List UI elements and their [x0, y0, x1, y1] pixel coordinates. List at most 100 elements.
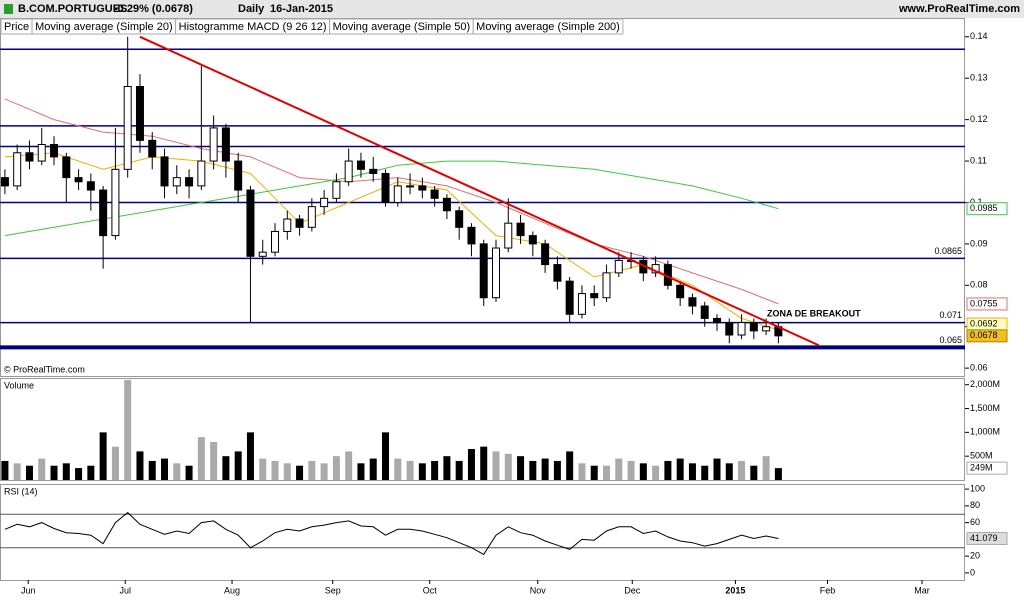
moving-average	[4, 160, 779, 237]
y-tick-label: 1,000M	[970, 427, 1000, 437]
y-tick-label: 80	[970, 500, 980, 510]
candle-body	[455, 210, 464, 228]
x-tick-label: Mar	[914, 585, 930, 595]
candle-body	[369, 168, 378, 174]
annotation: ZONA DE BREAKOUT	[767, 308, 861, 318]
volume-bar	[75, 468, 83, 480]
legend-label: Moving average (Simple 50)	[333, 21, 471, 33]
volume-bar	[455, 460, 463, 480]
volume-bar	[296, 465, 304, 480]
volume-bar	[590, 465, 598, 480]
candle-body	[492, 247, 501, 299]
volume-bar	[136, 451, 144, 480]
volume-bar	[480, 446, 488, 480]
header-bar	[0, 0, 1024, 18]
candle-body	[37, 143, 46, 162]
volume-bar	[369, 458, 377, 480]
value-tag-box	[966, 329, 1008, 343]
volume-bar	[406, 460, 414, 480]
value-tag-box	[966, 297, 1008, 311]
y-tick-label: 2,000M	[970, 379, 1000, 389]
x-tick-label: Jun	[21, 585, 36, 595]
candle-body	[271, 230, 280, 253]
volume-bar	[639, 463, 647, 480]
volume-bar	[62, 463, 70, 480]
panel-label: Volume	[4, 380, 34, 390]
candle-body	[172, 177, 181, 187]
candle-body	[541, 243, 550, 266]
y-tick-label: 1,500M	[970, 403, 1000, 413]
volume-bar	[504, 453, 512, 480]
y-tick-label: 100	[970, 483, 985, 493]
value-tag: 41.079	[970, 533, 998, 543]
volume-bar	[738, 460, 746, 480]
candle-body	[688, 297, 697, 307]
candle-body	[406, 185, 415, 188]
candle-body	[234, 160, 243, 191]
y-tick-label: 0.06	[970, 363, 988, 373]
candle-body	[13, 152, 22, 187]
volume-bar	[688, 463, 696, 480]
volume-bar	[13, 463, 21, 480]
value-tag-box	[966, 461, 1008, 475]
trendline	[139, 35, 820, 347]
volume-bar	[25, 465, 33, 480]
volume-bar	[197, 437, 205, 480]
candle-body	[209, 127, 218, 162]
volume-bar	[246, 432, 254, 480]
level-label: 0.0865	[934, 246, 962, 256]
website: www.ProRealTime.com	[898, 3, 1020, 15]
candle-body	[442, 197, 451, 212]
candle-body	[111, 168, 120, 237]
volume-bar	[443, 456, 451, 480]
volume-bar	[210, 441, 218, 480]
x-tick-label: Nov	[530, 585, 547, 595]
volume-bar	[332, 456, 340, 480]
x-tick-label: Feb	[820, 585, 836, 595]
rsi-panel	[0, 484, 965, 581]
candle-body	[356, 160, 365, 170]
volume-bar	[234, 451, 242, 480]
candle-body	[197, 160, 206, 187]
volume-bar	[87, 465, 95, 480]
x-tick-label: Aug	[224, 585, 240, 595]
candle-body	[74, 177, 83, 183]
volume-bar	[676, 458, 684, 480]
value-tag: 0.0985	[970, 203, 998, 213]
volume-bar	[345, 451, 353, 480]
change: -0.29% (0.0678)	[114, 3, 193, 15]
candle-body	[258, 251, 267, 257]
x-tick-label: Oct	[423, 585, 438, 595]
volume-bar	[431, 460, 439, 480]
value-tag: 0.0678	[970, 330, 998, 340]
x-tick-label: Sep	[325, 585, 341, 595]
candle-body	[590, 293, 599, 299]
volume-bar	[173, 463, 181, 480]
volume-bar	[320, 463, 328, 480]
candle-body	[99, 189, 108, 237]
volume-bar	[750, 465, 758, 480]
candle-body	[393, 185, 402, 203]
candle-body	[381, 172, 390, 203]
copyright: © ProRealTime.com	[4, 364, 85, 374]
volume-bar	[541, 458, 549, 480]
y-tick-label: 0	[970, 567, 975, 577]
y-tick-label: 0.08	[970, 280, 988, 290]
volume-bar	[762, 456, 770, 480]
volume-bar	[259, 458, 267, 480]
header-icon	[4, 4, 13, 14]
date: 16-Jan-2015	[270, 3, 333, 15]
legend-label: Price	[4, 21, 29, 33]
y-tick-label: 0.09	[970, 238, 988, 248]
volume-bar	[111, 446, 119, 480]
volume-bar	[652, 465, 660, 480]
y-tick-label: 0.14	[970, 31, 988, 41]
volume-bar	[774, 468, 782, 480]
candle-body	[418, 185, 427, 191]
volume-bar	[725, 463, 733, 480]
x-tick-label: Jul	[119, 585, 131, 595]
candle-body	[185, 177, 194, 187]
candle-body	[565, 280, 574, 315]
volume-bar	[1, 460, 9, 480]
candle-body	[762, 326, 771, 332]
